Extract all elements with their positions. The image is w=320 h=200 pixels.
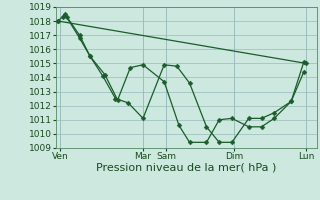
X-axis label: Pression niveau de la mer( hPa ): Pression niveau de la mer( hPa ) <box>96 163 276 173</box>
